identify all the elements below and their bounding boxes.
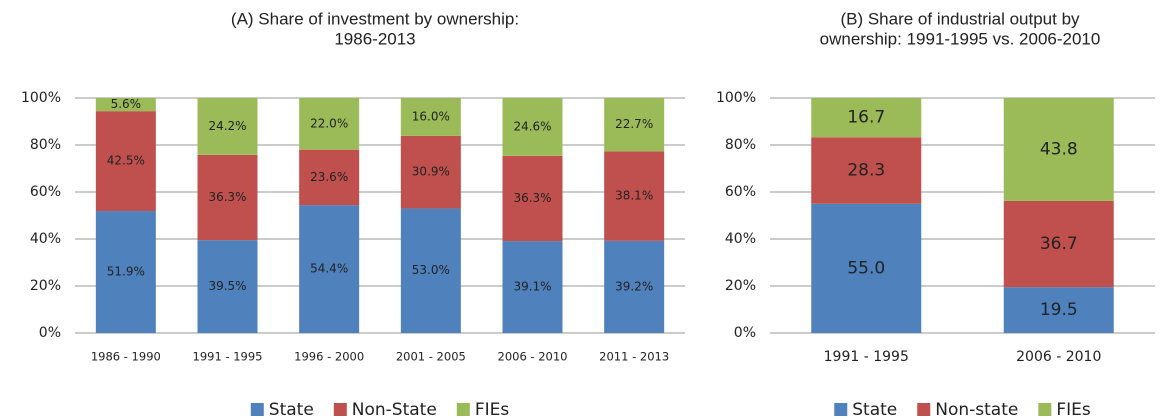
value-label: 36.7 <box>1040 234 1078 254</box>
chart-title: 1986-2013 <box>334 29 415 48</box>
value-label: 43.8 <box>1040 139 1078 159</box>
y-tick-label: 20% <box>725 278 756 294</box>
y-tick-label: 80% <box>725 137 756 153</box>
x-tick-label: 1986 - 1990 <box>91 350 161 364</box>
bar-segment <box>400 98 461 136</box>
bar-segment <box>502 98 563 156</box>
legend-swatch <box>250 403 264 416</box>
value-label: 23.6% <box>310 170 348 184</box>
value-label: 28.3 <box>847 160 885 180</box>
bar-segment <box>400 208 461 333</box>
bar-segment <box>95 98 156 112</box>
y-tick-label: 0% <box>734 325 756 341</box>
legend-label: Non-State <box>352 400 437 419</box>
bar-segment <box>1003 287 1114 333</box>
value-label: 51.9% <box>107 265 145 279</box>
legend-swatch <box>456 403 470 416</box>
value-label: 19.5 <box>1040 300 1078 320</box>
value-label: 54.4% <box>310 262 348 276</box>
value-label: 36.3% <box>208 190 246 204</box>
bar-segment <box>299 98 360 150</box>
value-label: 39.2% <box>615 279 653 293</box>
bar-segment <box>197 240 258 333</box>
bar-segment <box>604 240 665 333</box>
legend-swatch <box>917 403 931 416</box>
bar-segment <box>502 241 563 333</box>
legend-swatch <box>834 403 848 416</box>
value-label: 16.0% <box>412 110 450 124</box>
legend-swatch <box>1038 403 1052 416</box>
value-label: 42.5% <box>107 154 145 168</box>
bar-segment <box>604 98 665 152</box>
bar-segment <box>299 149 360 206</box>
y-tick-label: 100% <box>716 90 756 106</box>
bar-segment <box>400 135 461 209</box>
x-tick-label: 2011 - 2013 <box>599 350 669 364</box>
x-tick-label: 2006 - 2010 <box>1016 349 1101 365</box>
chart-title: (B) Share of industrial output by <box>840 9 1080 28</box>
value-label: 38.1% <box>615 189 653 203</box>
bar-segment <box>502 155 563 242</box>
legend-label: FIEs <box>475 400 510 419</box>
y-tick-label: 60% <box>30 184 61 200</box>
value-label: 39.5% <box>208 279 246 293</box>
y-tick-label: 40% <box>30 231 61 247</box>
x-tick-label: 1996 - 2000 <box>294 350 364 364</box>
bar-segment <box>95 111 156 212</box>
value-label: 39.1% <box>513 280 551 294</box>
x-tick-label: 1991 - 1995 <box>193 350 263 364</box>
y-tick-label: 60% <box>725 184 756 200</box>
value-label: 24.6% <box>513 119 551 133</box>
legend-label: State <box>852 400 897 419</box>
y-tick-label: 100% <box>21 90 61 106</box>
legend-label: Non-state <box>935 400 1018 419</box>
chart-title: ownership: 1991-1995 vs. 2006-2010 <box>820 29 1101 48</box>
bar-segment <box>811 98 922 138</box>
bar-segment <box>811 203 922 333</box>
value-label: 30.9% <box>412 165 450 179</box>
value-label: 5.6% <box>111 97 142 111</box>
value-label: 55.0 <box>847 258 885 278</box>
bar-segment <box>1003 200 1114 288</box>
x-tick-label: 2001 - 2005 <box>396 350 466 364</box>
y-tick-label: 80% <box>30 137 61 153</box>
legend-label: State <box>269 400 314 419</box>
y-tick-label: 20% <box>30 278 61 294</box>
legend-label: FIEs <box>1056 400 1091 419</box>
bar-segment <box>811 137 922 204</box>
y-tick-label: 0% <box>39 325 61 341</box>
value-label: 36.3% <box>513 191 551 205</box>
chart-title: (A) Share of investment by ownership: <box>231 9 519 28</box>
x-tick-label: 1991 - 1995 <box>824 349 909 365</box>
value-label: 22.0% <box>310 116 348 130</box>
x-tick-label: 2006 - 2010 <box>498 350 568 364</box>
bar-segment <box>299 205 360 333</box>
bar-segment <box>1003 98 1114 201</box>
bar-segment <box>604 151 665 241</box>
bar-segment <box>95 211 156 333</box>
legend-swatch <box>333 403 347 416</box>
value-label: 22.7% <box>615 117 653 131</box>
value-label: 24.2% <box>208 119 246 133</box>
value-label: 53.0% <box>412 263 450 277</box>
bar-segment <box>197 154 258 241</box>
value-label: 16.7 <box>847 108 885 128</box>
bar-segment <box>197 98 258 155</box>
y-tick-label: 40% <box>725 231 756 247</box>
